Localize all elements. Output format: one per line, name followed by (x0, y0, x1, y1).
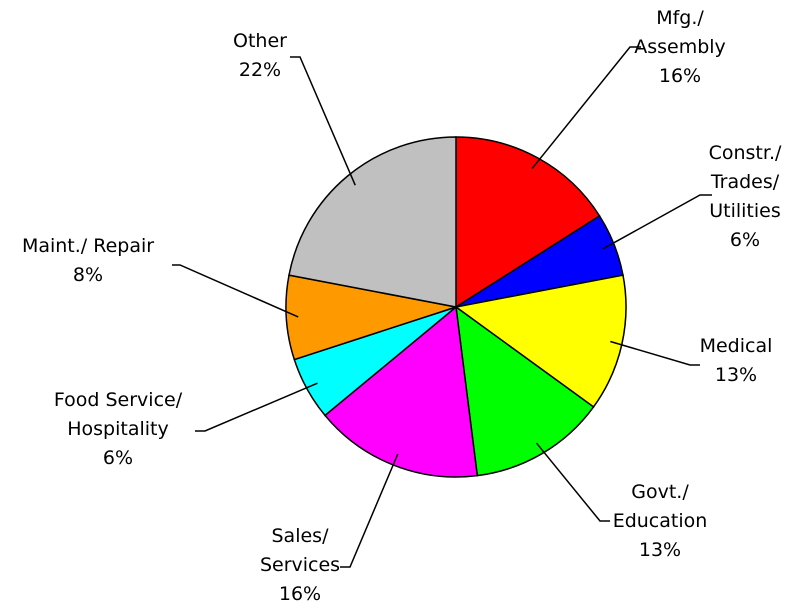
leader-line (195, 382, 318, 432)
category-name: Food Service/ Hospitality (53, 389, 183, 440)
slice-label: Sales/ Services 16% (260, 522, 340, 609)
category-name: Medical (699, 335, 773, 357)
category-name: Mfg./ Assembly (634, 7, 726, 58)
leader-line (610, 340, 700, 366)
value-label: 16% (278, 583, 322, 605)
value-label: 16% (658, 65, 702, 87)
slice-label: Food Service/ Hospitality 6% (54, 386, 182, 473)
value-label: 6% (729, 229, 761, 251)
slice-label: Medical 13% (700, 332, 773, 390)
leader-line (531, 46, 641, 169)
slice-label: Constr./ Trades/ Utilities 6% (709, 139, 782, 255)
pie-slice (455, 305, 595, 477)
value-label: 8% (72, 264, 104, 286)
category-name: Sales/ Services (259, 525, 341, 576)
leader-line (172, 264, 299, 318)
slice-label: Mfg./ Assembly 16% (634, 4, 726, 91)
pie-slice (455, 136, 601, 309)
category-name: Other (233, 30, 287, 52)
leader-line (340, 453, 399, 568)
pie-slice (288, 136, 457, 308)
slice-label: Maint./ Repair 8% (22, 232, 154, 290)
slice-label: Govt./ Education 13% (613, 478, 708, 565)
value-label: 22% (238, 59, 282, 81)
leader-line (535, 442, 610, 522)
category-name: Govt./ Education (612, 481, 708, 532)
pie-slice (454, 274, 627, 408)
value-label: 6% (102, 447, 134, 469)
category-name: Constr./ Trades/ Utilities (708, 142, 782, 222)
value-label: 13% (638, 539, 682, 561)
category-name: Maint./ Repair (21, 235, 155, 257)
leader-line (602, 194, 712, 250)
slice-label: Other 22% (233, 27, 287, 85)
value-label: 13% (714, 364, 758, 386)
leader-line (290, 56, 356, 186)
